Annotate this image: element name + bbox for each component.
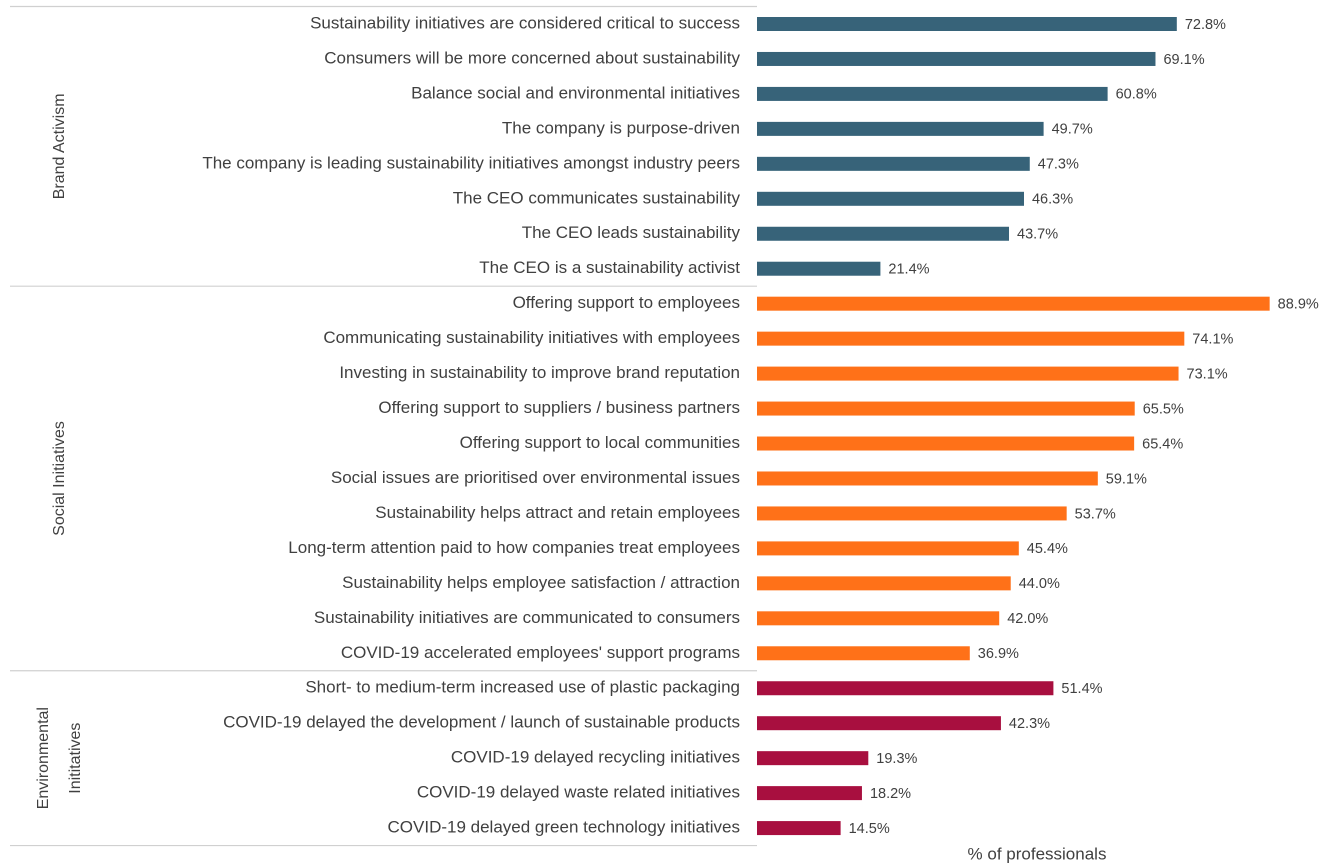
- category-label: COVID-19 delayed green technology initia…: [388, 818, 740, 837]
- category-label: The CEO leads sustainability: [522, 223, 741, 242]
- bar: [757, 226, 1010, 241]
- bar: [757, 121, 1044, 136]
- value-label: 42.3%: [1009, 716, 1050, 732]
- category-label: Consumers will be more concerned about s…: [324, 48, 740, 67]
- value-label: 45.4%: [1027, 541, 1068, 557]
- category-label: Sustainability helps attract and retain …: [375, 503, 740, 522]
- category-label: COVID-19 delayed the development / launc…: [223, 713, 740, 732]
- bar: [757, 156, 1030, 171]
- category-label: Social issues are prioritised over envir…: [331, 468, 740, 487]
- value-label: 18.2%: [870, 786, 911, 802]
- bar: [757, 821, 841, 836]
- value-label: 42.0%: [1007, 611, 1048, 627]
- bar: [757, 471, 1098, 486]
- bar: [757, 506, 1067, 521]
- value-label: 44.0%: [1019, 576, 1060, 592]
- bar: [757, 576, 1011, 591]
- bar: [757, 191, 1024, 206]
- value-label: 43.7%: [1017, 227, 1058, 243]
- category-label: Short- to medium-term increased use of p…: [305, 678, 740, 697]
- value-label: 46.3%: [1032, 192, 1073, 208]
- category-label: COVID-19 delayed recycling initiatives: [451, 748, 740, 767]
- value-label: 88.9%: [1278, 297, 1319, 313]
- bar: [757, 611, 1000, 626]
- group-label: Social Initiatives: [51, 421, 68, 536]
- category-label: Sustainability initiatives are communica…: [314, 608, 740, 627]
- bar: [757, 86, 1108, 101]
- bar: [757, 366, 1179, 381]
- value-label: 21.4%: [888, 262, 929, 278]
- category-label: The CEO communicates sustainability: [453, 188, 741, 207]
- bar: [757, 436, 1135, 451]
- category-label: Offering support to employees: [513, 293, 740, 312]
- category-label: Balance social and environmental initiat…: [411, 83, 740, 102]
- value-label: 19.3%: [876, 751, 917, 767]
- bar: [757, 51, 1156, 66]
- category-label: The company is purpose-driven: [502, 118, 740, 137]
- value-label: 73.1%: [1187, 366, 1228, 382]
- x-axis-label: % of professionals: [968, 844, 1107, 863]
- bar: [757, 681, 1054, 696]
- value-label: 59.1%: [1106, 471, 1147, 487]
- category-label: Sustainability initiatives are considere…: [310, 13, 740, 32]
- value-label: 69.1%: [1163, 52, 1204, 68]
- value-label: 72.8%: [1185, 17, 1226, 33]
- bar: [757, 646, 970, 661]
- value-label: 53.7%: [1075, 506, 1116, 522]
- category-label: The CEO is a sustainability activist: [479, 258, 740, 277]
- category-label: Offering support to local communities: [460, 433, 740, 452]
- bar: [757, 296, 1270, 311]
- category-label: COVID-19 accelerated employees' support …: [341, 643, 740, 662]
- value-label: 65.4%: [1142, 436, 1183, 452]
- bar: [757, 751, 869, 766]
- value-label: 65.5%: [1143, 401, 1184, 417]
- value-label: 74.1%: [1192, 331, 1233, 347]
- category-label: Long-term attention paid to how companie…: [288, 538, 740, 557]
- value-label: 49.7%: [1052, 122, 1093, 138]
- category-label: The company is leading sustainability in…: [202, 153, 740, 172]
- bar: [757, 401, 1135, 416]
- value-label: 47.3%: [1038, 157, 1079, 173]
- value-label: 36.9%: [978, 646, 1019, 662]
- value-label: 60.8%: [1116, 87, 1157, 103]
- bar: [757, 261, 881, 276]
- value-label: 14.5%: [849, 821, 890, 837]
- bar: [757, 716, 1001, 731]
- category-label: Sustainability helps employee satisfacti…: [342, 573, 740, 592]
- bar: [757, 786, 862, 801]
- group-label: Inititatives: [67, 723, 84, 794]
- group-label: Brand Activism: [51, 93, 68, 199]
- bar: [757, 331, 1185, 346]
- value-label: 51.4%: [1061, 681, 1102, 697]
- category-label: Investing in sustainability to improve b…: [339, 363, 740, 382]
- category-label: COVID-19 delayed waste related initiativ…: [417, 783, 740, 802]
- category-label: Communicating sustainability initiatives…: [323, 328, 740, 347]
- group-label: Environmental: [35, 707, 52, 809]
- bar: [757, 541, 1019, 556]
- bar: [757, 17, 1177, 31]
- category-label: Offering support to suppliers / business…: [378, 398, 740, 417]
